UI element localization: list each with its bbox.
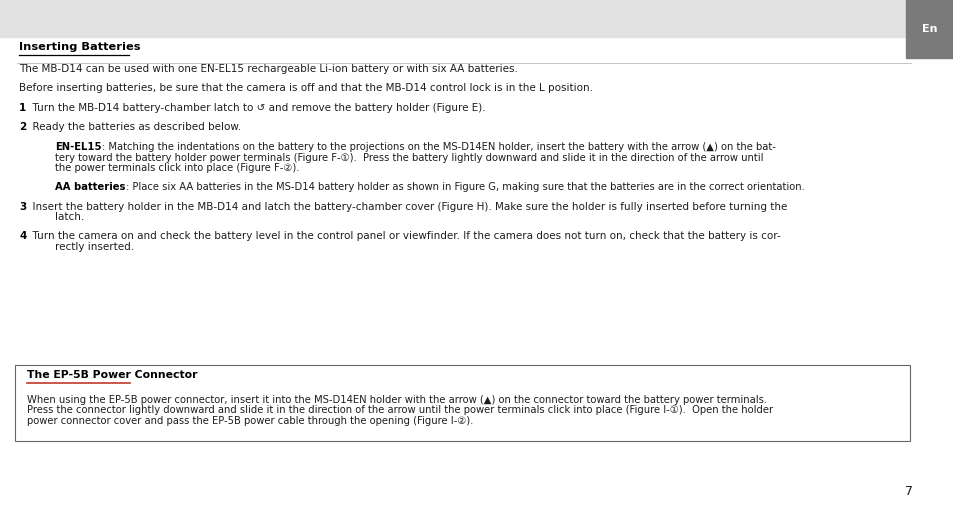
Text: En: En <box>922 24 937 34</box>
Text: tery toward the battery holder power terminals (Figure F-①).  Press the battery : tery toward the battery holder power ter… <box>55 153 763 163</box>
Text: 1: 1 <box>19 103 27 113</box>
FancyBboxPatch shape <box>15 365 909 441</box>
Text: : Matching the indentations on the battery to the projections on the MS-D14EN ho: : Matching the indentations on the batte… <box>102 142 775 152</box>
Text: EN-EL15: EN-EL15 <box>55 142 102 152</box>
Text: Turn the MB-D14 battery-chamber latch to ↺ and remove the battery holder (Figure: Turn the MB-D14 battery-chamber latch to… <box>27 103 485 113</box>
Text: rectly inserted.: rectly inserted. <box>55 242 134 252</box>
Text: 7: 7 <box>904 485 912 498</box>
Text: AA batteries: AA batteries <box>55 182 126 192</box>
Text: 3: 3 <box>19 202 27 212</box>
Text: Ready the batteries as described below.: Ready the batteries as described below. <box>27 122 241 132</box>
Text: Before inserting batteries, be sure that the camera is off and that the MB-D14 c: Before inserting batteries, be sure that… <box>19 83 593 93</box>
Text: The MB-D14 can be used with one EN-EL15 rechargeable Li-ion battery or with six : The MB-D14 can be used with one EN-EL15 … <box>19 64 517 74</box>
Text: 2: 2 <box>19 122 27 132</box>
Text: The EP-5B Power Connector: The EP-5B Power Connector <box>27 370 197 380</box>
Text: power connector cover and pass the EP-5B power cable through the opening (Figure: power connector cover and pass the EP-5B… <box>27 416 473 426</box>
Text: Press the connector lightly downward and slide it in the direction of the arrow : Press the connector lightly downward and… <box>27 406 772 415</box>
Text: : Place six AA batteries in the MS-D14 battery holder as shown in Figure G, maki: : Place six AA batteries in the MS-D14 b… <box>126 182 803 192</box>
Text: Insert the battery holder in the MB-D14 and latch the battery-chamber cover (Fig: Insert the battery holder in the MB-D14 … <box>27 202 787 212</box>
Bar <box>905 0 953 58</box>
Text: Turn the camera on and check the battery level in the control panel or viewfinde: Turn the camera on and check the battery… <box>27 232 781 241</box>
Text: latch.: latch. <box>55 212 85 222</box>
Text: Inserting Batteries: Inserting Batteries <box>19 42 140 52</box>
Text: 4: 4 <box>19 232 27 241</box>
Text: the power terminals click into place (Figure F-②).: the power terminals click into place (Fi… <box>55 163 299 173</box>
Text: When using the EP-5B power connector, insert it into the MS-D14EN holder with th: When using the EP-5B power connector, in… <box>27 395 766 405</box>
Bar <box>0 0 953 37</box>
